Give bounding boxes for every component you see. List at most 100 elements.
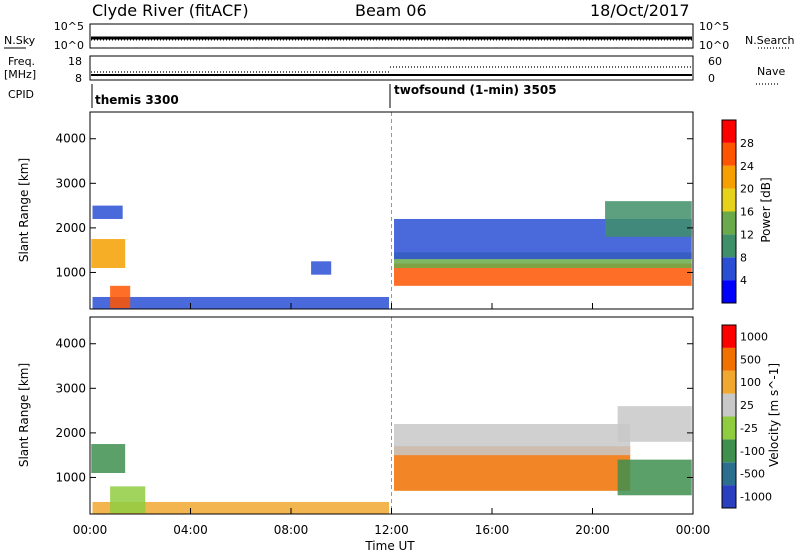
power-echo-region: [110, 285, 131, 309]
freq-unit: [MHz]: [4, 68, 36, 81]
time-tick-label: 00:00: [73, 523, 108, 537]
freq-panel: Freq. [MHz] 18 8 60 0 Nave: [4, 55, 785, 85]
cpid-mode-2: twofsound (1-min) 3505: [394, 83, 557, 97]
velocity-colorbar-tick-label: 100: [740, 376, 761, 389]
power-colorbar-tick-label: 20: [740, 183, 754, 196]
velocity-echo-region: [394, 423, 631, 456]
power-ytick-label: 4000: [55, 132, 86, 146]
velocity-echo-region: [91, 444, 126, 473]
power-colorbar: 28 24 20 16 12 8 4: [721, 119, 754, 304]
nave-label: Nave: [757, 65, 785, 78]
velocity-panel: 1000 2000 3000 4000 00:00 04:00 08:00 12:00 16:…: [17, 303, 781, 553]
velocity-ytick-label: 4000: [55, 337, 86, 351]
power-colorbar-tick-label: 24: [740, 160, 754, 173]
power-colorbar-swatch: [722, 211, 736, 235]
power-ytick-label: 1000: [55, 265, 86, 279]
velocity-echo-layer: [91, 317, 692, 514]
power-colorbar-frame: [721, 119, 737, 304]
time-tick-label: 16:00: [475, 523, 510, 537]
time-tick-label: 04:00: [173, 523, 208, 537]
nsearch-tick-top: 10^5: [699, 20, 729, 33]
power-colorbar-swatch: [722, 234, 736, 258]
velocity-colorbar-swatch: [722, 485, 736, 508]
power-ytick-label: 2000: [55, 221, 86, 235]
velocity-echo-region: [92, 501, 389, 514]
power-colorbar-tick-label: 8: [740, 251, 747, 264]
velocity-colorbar-tick-label: -500: [740, 468, 765, 481]
station-title: Clyde River (fitACF): [92, 1, 249, 20]
velocity-colorbar-tick-label: -100: [740, 445, 765, 458]
velocity-colorbar-swatch: [722, 325, 736, 348]
nave-tick-bottom: 0: [708, 72, 715, 85]
cpid-panel: CPID themis 3300 twofsound (1-min) 3505: [8, 83, 557, 108]
velocity-ytick-label: 2000: [55, 426, 86, 440]
power-colorbar-tick-label: 28: [740, 137, 754, 150]
power-ytick-label: 3000: [55, 176, 86, 190]
power-echo-region: [92, 296, 389, 309]
nsearch-label: N.Search: [745, 34, 795, 47]
power-echo-region: [394, 263, 692, 286]
freq-frame: [89, 55, 694, 81]
velocity-yaxis: 1000 2000 3000 4000: [55, 337, 693, 484]
velocity-ylabel: Slant Range [km]: [17, 363, 31, 467]
velocity-colorbar-tick-label: 1000: [740, 330, 768, 343]
time-axis-label: Time UT: [364, 539, 415, 553]
freq-tick-top: 18: [68, 55, 82, 68]
power-panel: 1000 2000 3000 4000 Slant Range [km] 28 24 20…: [17, 111, 773, 310]
power-echo-region: [91, 239, 126, 268]
velocity-ytick-label: 3000: [55, 381, 86, 395]
velocity-colorbar-tick-label: -1000: [740, 491, 772, 504]
time-tick-label: 00:00: [676, 523, 711, 537]
velocity-colorbar-tick-label: 500: [740, 353, 761, 366]
velocity-colorbar: 1000 500 100 25 -25 -100 -500 -1000: [721, 324, 772, 509]
nsky-frame: [89, 23, 694, 49]
power-echo-region: [605, 201, 692, 237]
power-colorbar-swatch: [722, 142, 736, 166]
nsearch-tick-bottom: 10^0: [699, 39, 729, 52]
power-colorbar-tick-label: 12: [740, 228, 754, 241]
time-tick-label: 08:00: [274, 523, 309, 537]
velocity-colorbar-swatch: [722, 370, 736, 394]
velocity-colorbar-swatch: [722, 347, 736, 371]
nsky-tick-top: 10^5: [54, 20, 84, 33]
cpid-label: CPID: [8, 88, 34, 101]
velocity-echo-region: [617, 406, 692, 442]
velocity-colorbar-swatch: [722, 462, 736, 486]
date-title: 18/Oct/2017: [590, 1, 690, 20]
power-colorbar-label: Power [dB]: [759, 177, 773, 242]
velocity-echo-region: [110, 486, 146, 514]
velocity-colorbar-swatch: [722, 393, 736, 417]
power-colorbar-tick-label: 16: [740, 206, 754, 219]
velocity-colorbar-tick-label: 25: [740, 399, 754, 412]
power-colorbar-swatch: [722, 165, 736, 189]
power-echo-region: [311, 261, 332, 275]
velocity-colorbar-label: Velocity [m s^-1]: [767, 363, 781, 467]
velocity-colorbar-frame: [721, 324, 737, 509]
velocity-ytick-label: 1000: [55, 470, 86, 484]
nsky-label: N.Sky: [4, 34, 36, 47]
time-tick-label: 20:00: [575, 523, 610, 537]
nave-tick-top: 60: [708, 55, 722, 68]
power-colorbar-swatch: [722, 257, 736, 281]
nsky-panel: N.Sky 10^5 10^0 10^5 10^0 N.Search: [4, 20, 795, 52]
power-echo-layer: [91, 112, 692, 309]
power-colorbar-swatch: [722, 120, 736, 143]
velocity-echo-region: [617, 459, 692, 496]
power-ylabel: Slant Range [km]: [17, 158, 31, 262]
cpid-mode-1: themis 3300: [95, 93, 179, 107]
power-echo-region: [92, 205, 123, 219]
velocity-colorbar-tick-label: -25: [740, 422, 758, 435]
time-tick-label: 12:00: [374, 523, 409, 537]
beam-title: Beam 06: [355, 1, 427, 20]
velocity-colorbar-swatch: [722, 416, 736, 440]
power-colorbar-swatch: [722, 188, 736, 212]
velocity-xaxis: 00:00 04:00 08:00 12:00 16:00 20:00 00:00: [73, 303, 711, 537]
freq-tick-bottom: 8: [75, 72, 82, 85]
nsky-tick-bottom: 10^0: [54, 39, 84, 52]
power-colorbar-tick-label: 4: [740, 274, 747, 287]
velocity-colorbar-swatch: [722, 439, 736, 463]
power-colorbar-swatch: [722, 280, 736, 303]
power-yaxis: 1000 2000 3000 4000: [55, 132, 693, 279]
freq-label: Freq.: [8, 55, 35, 68]
